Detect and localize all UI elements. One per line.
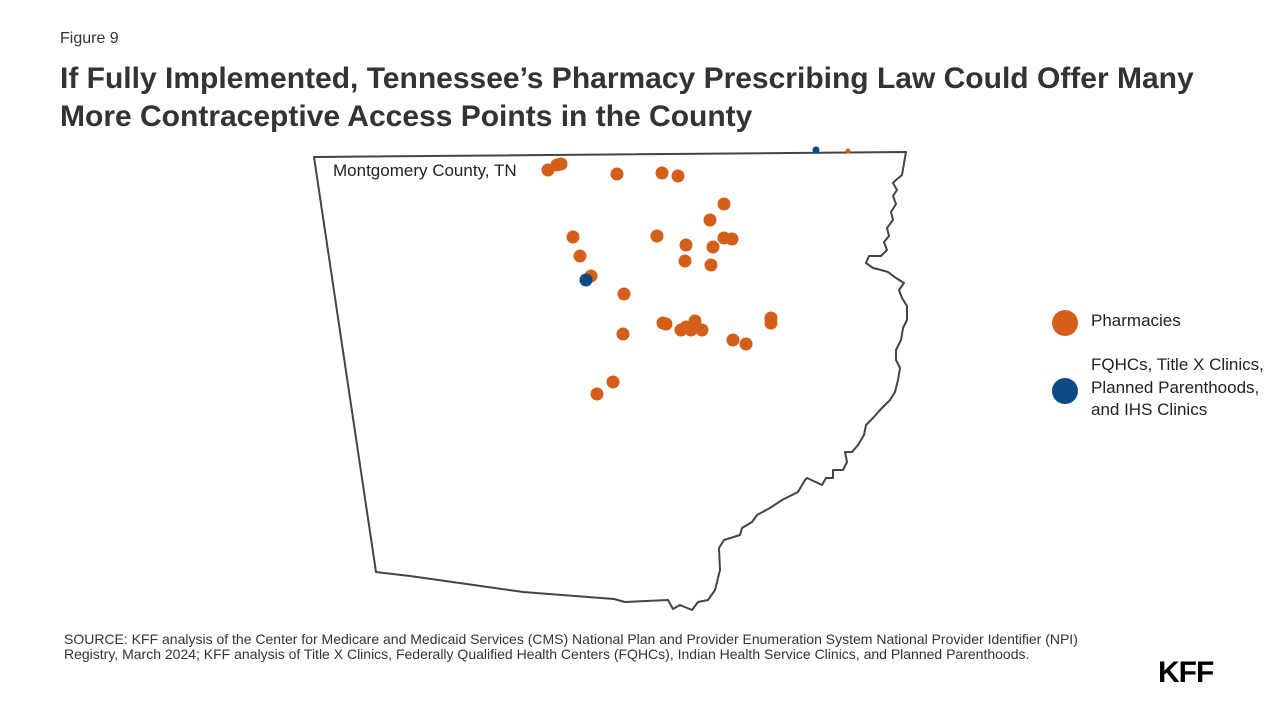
pharmacy-point — [554, 157, 568, 171]
pharmacy-point — [688, 314, 702, 328]
pharmacy-point — [764, 316, 778, 330]
clinic-point — [812, 146, 820, 154]
legend-swatch-pharmacies — [1052, 310, 1078, 336]
pharmacy-point — [679, 238, 693, 252]
pharmacy-point — [606, 375, 620, 389]
pharmacy-point — [671, 169, 685, 183]
county-label: Montgomery County, TN — [333, 161, 517, 180]
chart-title: If Fully Implemented, Tennessee’s Pharma… — [60, 62, 1194, 133]
map-points — [541, 146, 851, 401]
pharmacy-point — [704, 258, 718, 272]
pharmacy-point — [695, 323, 709, 337]
kff-logo: KFF — [1158, 656, 1214, 689]
pharmacy-point — [726, 333, 740, 347]
pharmacy-point — [725, 232, 739, 246]
clinic-point — [579, 273, 593, 287]
source-note: SOURCE: KFF analysis of the Center for M… — [64, 631, 1078, 662]
pharmacy-point — [703, 213, 717, 227]
county-outline — [313, 151, 908, 611]
legend-label-pharmacies: Pharmacies — [1091, 311, 1181, 330]
pharmacy-point — [655, 166, 669, 180]
pharmacy-point — [650, 229, 664, 243]
pharmacy-point — [616, 327, 630, 341]
pharmacy-point — [717, 197, 731, 211]
pharmacy-point — [659, 317, 673, 331]
legend: Pharmacies FQHCs, Title X Clinics, Plann… — [1052, 310, 1267, 440]
legend-item-clinics: FQHCs, Title X Clinics, Planned Parentho… — [1052, 354, 1267, 422]
legend-label-clinics: FQHCs, Title X Clinics, Planned Parentho… — [1091, 355, 1264, 419]
pharmacy-point — [678, 254, 692, 268]
pharmacy-point — [739, 337, 753, 351]
pharmacy-point — [617, 287, 631, 301]
pharmacy-point — [845, 148, 851, 154]
figure-label: Figure 9 — [60, 30, 119, 47]
pharmacy-point — [566, 230, 580, 244]
legend-swatch-clinics — [1052, 378, 1078, 404]
pharmacy-point — [590, 387, 604, 401]
legend-item-pharmacies: Pharmacies — [1052, 310, 1267, 336]
pharmacy-point — [610, 167, 624, 181]
pharmacy-point — [706, 240, 720, 254]
pharmacy-point — [573, 249, 587, 263]
